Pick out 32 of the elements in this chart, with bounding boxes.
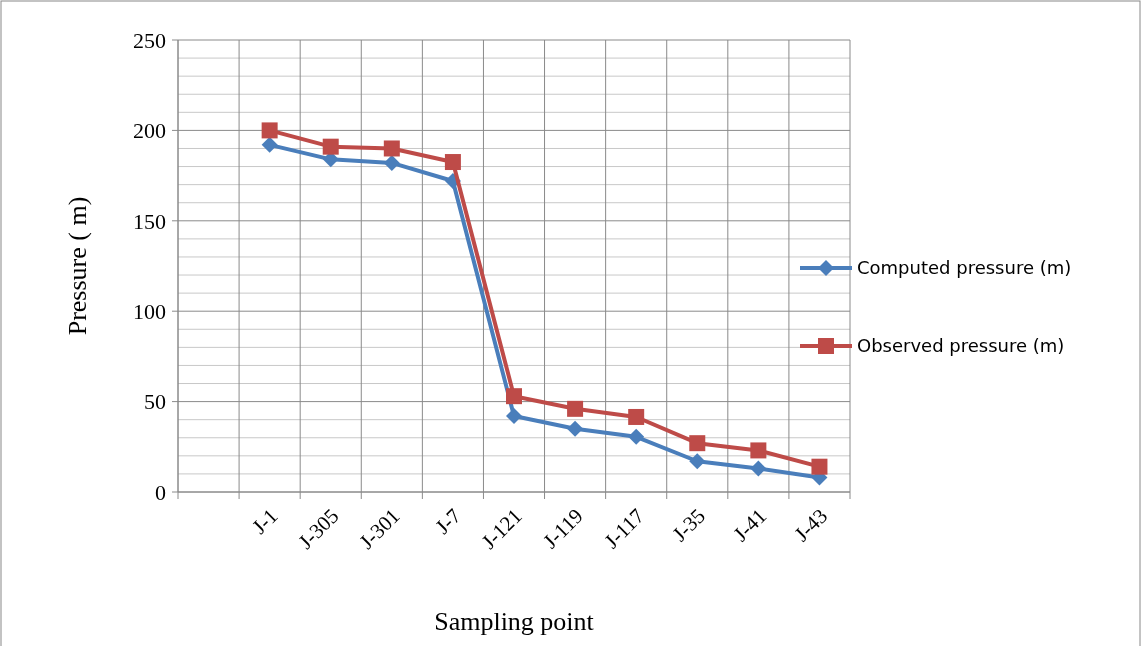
- y-tick-label: 50: [144, 389, 166, 415]
- y-tick-label: 150: [133, 208, 166, 234]
- x-tick-label: J-41: [728, 503, 772, 547]
- point: [383, 140, 400, 157]
- x-tick-label: J-1: [247, 503, 283, 539]
- x-axis-title: Sampling point: [434, 607, 595, 636]
- point: [689, 453, 706, 470]
- point: [628, 428, 645, 445]
- y-tick-label: 100: [133, 298, 166, 324]
- point: [750, 442, 767, 459]
- point: [628, 408, 645, 425]
- point: [567, 400, 584, 417]
- point: [689, 435, 706, 452]
- point: [444, 154, 461, 171]
- x-tick-label: J-7: [430, 503, 466, 539]
- y-axis-title: Pressure ( m): [63, 196, 92, 336]
- point: [506, 388, 522, 405]
- point: [750, 460, 767, 477]
- point: [567, 420, 584, 437]
- point: [506, 408, 522, 425]
- point: [811, 458, 828, 475]
- y-tick-label: 200: [133, 118, 166, 144]
- legend-label: Observed pressure (m): [857, 335, 1065, 357]
- point: [322, 138, 339, 155]
- point: [261, 136, 278, 153]
- point: [261, 122, 278, 139]
- x-tick-label: J-35: [667, 503, 711, 547]
- legend-label: Computed pressure (m): [857, 257, 1072, 279]
- x-tick-label: J-43: [789, 503, 833, 547]
- y-tick-label: 0: [155, 479, 166, 505]
- point: [383, 154, 400, 171]
- y-tick-label: 250: [133, 27, 166, 53]
